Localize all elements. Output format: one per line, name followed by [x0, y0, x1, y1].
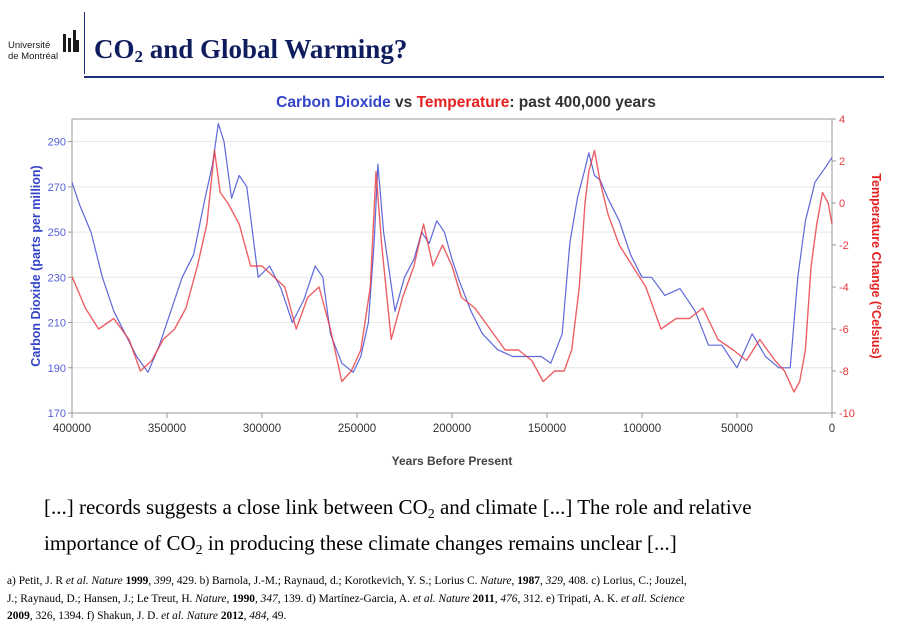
x-tick-label: 350000: [148, 423, 186, 435]
x-axis-ticks: 400000 350000 300000 250000 200000 150000 1000…: [53, 413, 835, 435]
y-left-tick-label: 270: [48, 182, 66, 194]
header-rule: [84, 76, 884, 78]
y-left-tick-label: 290: [48, 137, 66, 149]
x-tick-label: 100000: [623, 423, 661, 435]
y-right-tick-label: -2: [839, 240, 849, 252]
y-left-tick-label: 170: [48, 408, 66, 420]
header-vertical-divider: [84, 12, 85, 74]
y-right-tick-label: 4: [839, 114, 845, 126]
references: a) Petit, J. R et al. Nature 1999, 399, …: [7, 575, 687, 622]
y-right-tick-label: -4: [839, 282, 849, 294]
x-tick-label: 150000: [528, 423, 566, 435]
y-right-tick-label: -8: [839, 366, 849, 378]
chart-title-suffix: : past 400,000 years: [509, 94, 656, 111]
page-title: CO2 and Global Warming?: [94, 34, 408, 66]
logo-line-2: de Montréal: [8, 51, 59, 62]
x-tick-label: 250000: [338, 423, 376, 435]
y-right-tick-label: 0: [839, 198, 845, 210]
chart-title-vs: vs: [391, 94, 417, 111]
chart-title-co2: Carbon Dioxide: [276, 94, 391, 111]
x-tick-label: 50000: [721, 423, 753, 435]
chart-title-temperature: Temperature: [417, 94, 510, 111]
x-tick-label: 300000: [243, 423, 281, 435]
chart-series: [71, 122, 833, 393]
y-left-tick-label: 230: [48, 272, 66, 284]
chart-title: Carbon Dioxide vs Temperature: past 400,…: [276, 94, 656, 111]
y-left-tick-label: 190: [48, 363, 66, 375]
y-axis-right-label: Temperature Change (°Celsius): [869, 173, 883, 358]
y-axis-left-ticks: 170 190 210 230 250 270 290: [48, 137, 72, 420]
x-tick-label: 200000: [433, 423, 471, 435]
chart-grid: [72, 141, 832, 414]
universite-de-montreal-logo: Université de Montréal: [6, 30, 79, 64]
quote-text: [...] records suggests a close link betw…: [44, 495, 752, 558]
temperature-series-line: [71, 149, 833, 393]
co2-series-line: [71, 122, 833, 373]
y-left-tick-label: 250: [48, 227, 66, 239]
y-axis-right-ticks: -10 -8 -6 -4 -2 0 2 4: [832, 114, 855, 420]
logo-emblem-icon: [63, 30, 79, 52]
logo-line-1: Université: [8, 40, 51, 51]
y-right-tick-label: -6: [839, 324, 849, 336]
x-tick-label: 400000: [53, 423, 91, 435]
y-axis-left-label: Carbon Dioxide (parts per million): [29, 165, 43, 366]
co2-temperature-chart: Carbon Dioxide vs Temperature: past 400,…: [29, 94, 883, 468]
x-axis-label: Years Before Present: [392, 454, 513, 468]
x-tick-label: 0: [829, 423, 835, 435]
y-left-tick-label: 210: [48, 318, 66, 330]
y-right-tick-label: -10: [839, 408, 855, 420]
y-right-tick-label: 2: [839, 156, 845, 168]
